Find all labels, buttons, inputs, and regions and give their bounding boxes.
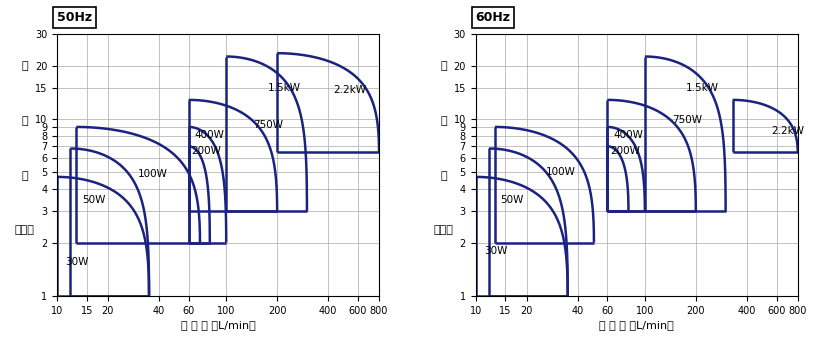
Text: 30W: 30W bbox=[484, 246, 507, 256]
Text: 50W: 50W bbox=[81, 195, 105, 205]
Text: 200W: 200W bbox=[610, 146, 640, 156]
Text: 400W: 400W bbox=[195, 130, 225, 140]
Text: （メ）: （メ） bbox=[434, 225, 453, 236]
Text: 2.2kW: 2.2kW bbox=[334, 85, 366, 95]
Text: 全: 全 bbox=[21, 61, 28, 71]
Text: 2.2kW: 2.2kW bbox=[772, 126, 804, 136]
Text: 揚: 揚 bbox=[21, 116, 28, 126]
Text: 1.5kW: 1.5kW bbox=[267, 83, 300, 93]
Text: （メ）: （メ） bbox=[15, 225, 35, 236]
Text: 50Hz: 50Hz bbox=[57, 11, 92, 24]
Text: 50W: 50W bbox=[501, 195, 523, 205]
Text: 200W: 200W bbox=[191, 146, 221, 156]
X-axis label: 揚 水 量 （L/min）: 揚 水 量 （L/min） bbox=[181, 320, 256, 330]
Text: 全: 全 bbox=[440, 61, 447, 71]
Text: 100W: 100W bbox=[138, 169, 168, 179]
Text: 30W: 30W bbox=[65, 257, 89, 267]
Text: 程: 程 bbox=[21, 171, 28, 181]
Text: 揚: 揚 bbox=[440, 116, 447, 126]
Text: 60Hz: 60Hz bbox=[475, 11, 510, 24]
Text: 750W: 750W bbox=[672, 115, 702, 126]
Text: 程: 程 bbox=[440, 171, 447, 181]
X-axis label: 揚 水 量 （L/min）: 揚 水 量 （L/min） bbox=[599, 320, 674, 330]
Text: 1.5kW: 1.5kW bbox=[686, 83, 719, 93]
Text: 100W: 100W bbox=[546, 167, 575, 177]
Text: 750W: 750W bbox=[253, 120, 283, 130]
Text: 400W: 400W bbox=[613, 130, 643, 140]
